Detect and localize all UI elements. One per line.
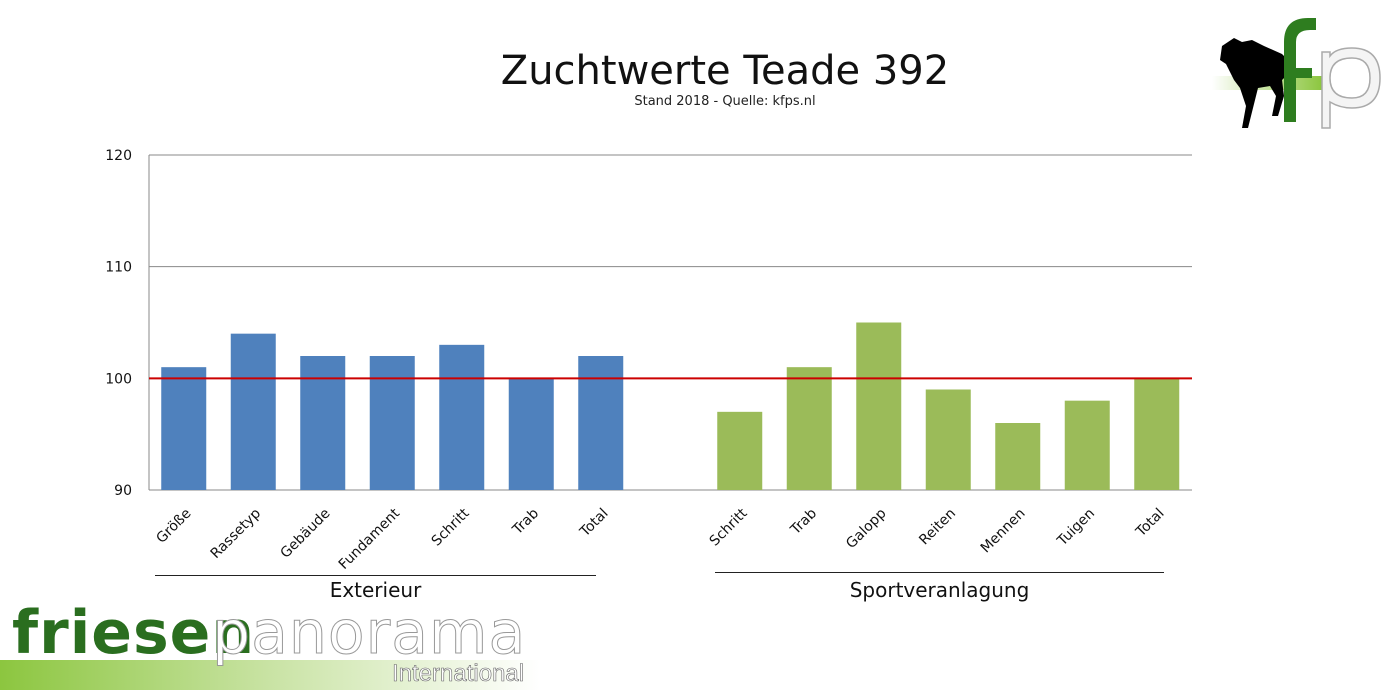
bar xyxy=(786,367,832,490)
x-tick-label: Trab xyxy=(509,505,542,538)
bar xyxy=(717,411,763,490)
y-tick-label: 110 xyxy=(105,260,132,276)
x-tick-label: Rassetyp xyxy=(208,505,265,562)
brand-gradient-bar xyxy=(0,660,540,690)
bar xyxy=(439,344,485,490)
x-tick-label: Tuigen xyxy=(1054,506,1098,550)
x-tick-label: Gebäude xyxy=(277,506,333,562)
bar xyxy=(1134,378,1180,490)
x-tick-label: Total xyxy=(1132,506,1167,541)
bar xyxy=(856,322,902,490)
brand-logo-friesen: friesen xyxy=(12,598,256,668)
y-tick-label: 100 xyxy=(105,371,132,387)
bar xyxy=(995,423,1041,490)
x-tick-label: Mennen xyxy=(978,506,1029,557)
y-tick-label: 120 xyxy=(105,148,132,164)
bar xyxy=(230,333,276,490)
bar xyxy=(925,389,971,490)
x-tick-label: Total xyxy=(576,506,611,541)
group-label-sportveranlagung: Sportveranlagung xyxy=(849,578,1030,602)
bar xyxy=(508,378,554,490)
x-tick-label: Trab xyxy=(787,505,820,538)
brand-logo-international: International xyxy=(392,660,525,688)
chart-subtitle: Stand 2018 - Quelle: kfps.nl xyxy=(634,94,816,109)
x-tick-label: Schritt xyxy=(429,505,473,549)
group-underline-exterieur xyxy=(155,575,596,576)
chart-title: Zuchtwerte Teade 392 xyxy=(500,48,950,94)
bar xyxy=(161,367,207,490)
y-tick-label: 90 xyxy=(114,483,132,499)
x-tick-label: Reiten xyxy=(916,506,959,549)
x-tick-label: Fundament xyxy=(336,505,404,573)
group-label-exterieur: Exterieur xyxy=(329,578,422,602)
fp-logo-icon xyxy=(1284,18,1381,129)
bar xyxy=(300,356,346,490)
x-tick-label: Galopp xyxy=(843,505,890,552)
group-underline-sportveranlagung xyxy=(715,572,1164,573)
x-tick-label: Schritt xyxy=(707,505,751,549)
bar xyxy=(1064,400,1110,490)
bar xyxy=(578,356,624,490)
x-tick-label: Größe xyxy=(153,506,194,547)
brand-logo-panorama: panorama xyxy=(211,598,527,669)
bar xyxy=(369,356,415,490)
